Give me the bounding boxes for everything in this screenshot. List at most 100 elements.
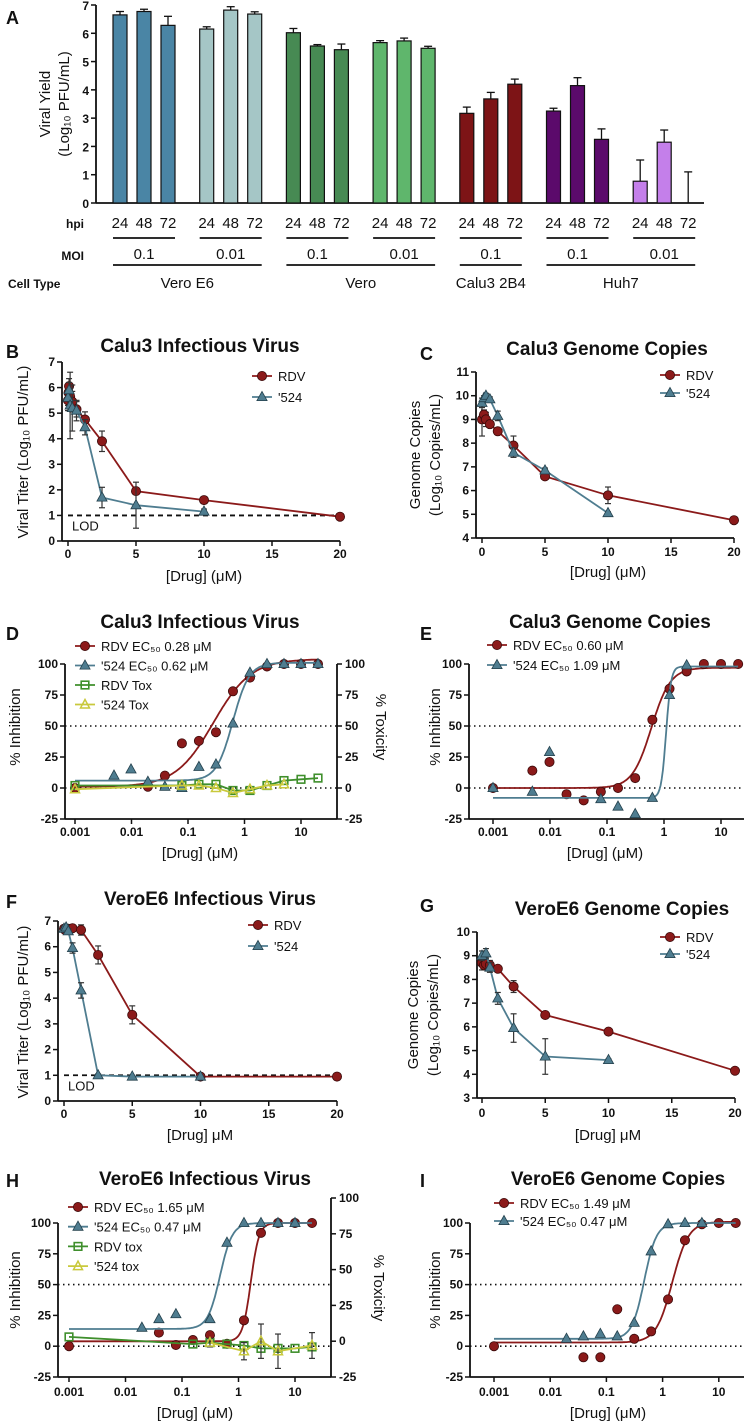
series-524-tox	[204, 1323, 318, 1370]
x-tick-label: 0.1	[599, 825, 616, 839]
data-point	[244, 782, 256, 794]
bar	[545, 110, 562, 204]
data-point	[97, 436, 108, 447]
y-tick-label: 0	[44, 1339, 51, 1353]
data-point	[560, 1332, 573, 1343]
x-tick-label: 0	[65, 547, 72, 561]
data-point	[662, 1217, 674, 1229]
y-tick-label: -25	[445, 812, 463, 826]
data-point	[176, 778, 188, 790]
data-point	[577, 1329, 590, 1341]
data-point	[170, 1307, 182, 1319]
data-point	[289, 1216, 301, 1227]
legend-label: RDV EC₅₀ 0.28 μM	[101, 639, 212, 654]
hpi-label: 72	[506, 215, 523, 232]
y-tick-label: 25	[45, 750, 59, 764]
bar	[223, 9, 239, 204]
data-point	[261, 657, 273, 668]
x-tick-label: 0	[61, 1107, 68, 1121]
data-point	[484, 961, 496, 972]
data-point	[527, 765, 538, 776]
y-tick-label: -25	[34, 1370, 52, 1384]
legend-marker	[79, 659, 91, 670]
lod-label: LOD	[72, 518, 99, 533]
data-point	[153, 1312, 165, 1324]
bar	[160, 24, 176, 204]
y2-tick-label: 0	[345, 781, 352, 795]
cell-type-label: Vero	[345, 275, 376, 292]
x-tick-label: 10	[288, 1385, 302, 1399]
data-point	[198, 495, 209, 506]
y-tick-label: 100	[442, 657, 462, 671]
data-point	[79, 420, 91, 432]
x-tick-label: 0.001	[54, 1385, 84, 1399]
panel-letter: A	[6, 8, 19, 28]
data-point	[127, 1009, 138, 1020]
data-point	[492, 963, 503, 974]
y-tick-label: 1	[44, 1068, 51, 1082]
y2-tick-label: 25	[345, 750, 359, 764]
data-point	[70, 404, 83, 415]
series-RDV	[488, 1218, 741, 1363]
x-tick-label: 0.1	[174, 1385, 191, 1399]
data-point	[194, 1070, 207, 1081]
cell-type-label: Calu3 2B4	[456, 275, 526, 292]
legend-marker	[256, 390, 268, 402]
panel-letter: C	[420, 344, 433, 364]
hpi-label: 24	[632, 215, 649, 232]
y-axis-label: % Inhibition	[427, 1251, 444, 1329]
data-point	[629, 807, 641, 819]
x-axis-label: [Drug] μM	[575, 1127, 641, 1144]
data-point	[331, 1071, 342, 1082]
y-tick-label: 8	[462, 436, 469, 450]
data-point	[93, 949, 104, 960]
data-point	[222, 1339, 232, 1349]
x-tick-label: 10	[194, 1107, 208, 1121]
y-tick-label: 9	[462, 412, 469, 426]
series-line	[481, 394, 609, 514]
data-point	[492, 426, 503, 437]
legend-label: RDV EC₅₀ 0.60 μM	[513, 638, 624, 653]
data-point	[484, 392, 496, 404]
panel-letter: H	[6, 1171, 19, 1191]
data-point	[696, 1216, 708, 1227]
x-tick-label: 1	[235, 1385, 242, 1399]
y2-tick-label: 100	[339, 1191, 359, 1205]
data-point	[540, 1010, 551, 1021]
legend-label: '524 EC₅₀ 0.47 μM	[520, 1214, 627, 1229]
data-point	[193, 735, 204, 746]
data-point	[278, 657, 290, 668]
y-tick-label: 25	[38, 1308, 52, 1322]
legend-marker	[491, 658, 503, 669]
y-tick-label: 0	[456, 1339, 463, 1353]
x-tick-label: 5	[129, 1107, 136, 1121]
data-point	[278, 777, 290, 789]
hpi-label: 72	[333, 215, 350, 232]
y-tick-label: 6	[48, 381, 55, 395]
bar	[569, 85, 586, 204]
data-point	[188, 1339, 198, 1349]
chart-title: Calu3 Infectious Virus	[100, 336, 299, 357]
y-tick-label: 0	[455, 781, 462, 795]
y2-axis-label: % Toxicity	[370, 1255, 387, 1322]
y-tick-label: 100	[38, 657, 58, 671]
y-tick-label: 2	[48, 483, 55, 497]
y-tick-label: 5	[48, 406, 55, 420]
x-tick-label: 10	[602, 1106, 616, 1120]
y2-tick-label: -25	[345, 812, 363, 826]
bar	[396, 40, 412, 204]
data-point	[312, 657, 324, 668]
x-tick-label: 0.1	[180, 825, 197, 839]
data-point	[679, 1216, 691, 1227]
x-tick-label: 5	[133, 547, 140, 561]
legend-label: '524	[278, 390, 302, 405]
data-point	[66, 941, 79, 952]
data-point	[210, 727, 221, 738]
legend-label: RDV	[686, 368, 714, 383]
data-point	[484, 419, 495, 430]
series-524	[62, 371, 210, 529]
data-point	[238, 1344, 250, 1356]
y-axis-label: (Log₁₀ PFU/mL)	[56, 51, 73, 156]
bar	[632, 180, 648, 204]
data-point	[488, 1341, 499, 1352]
